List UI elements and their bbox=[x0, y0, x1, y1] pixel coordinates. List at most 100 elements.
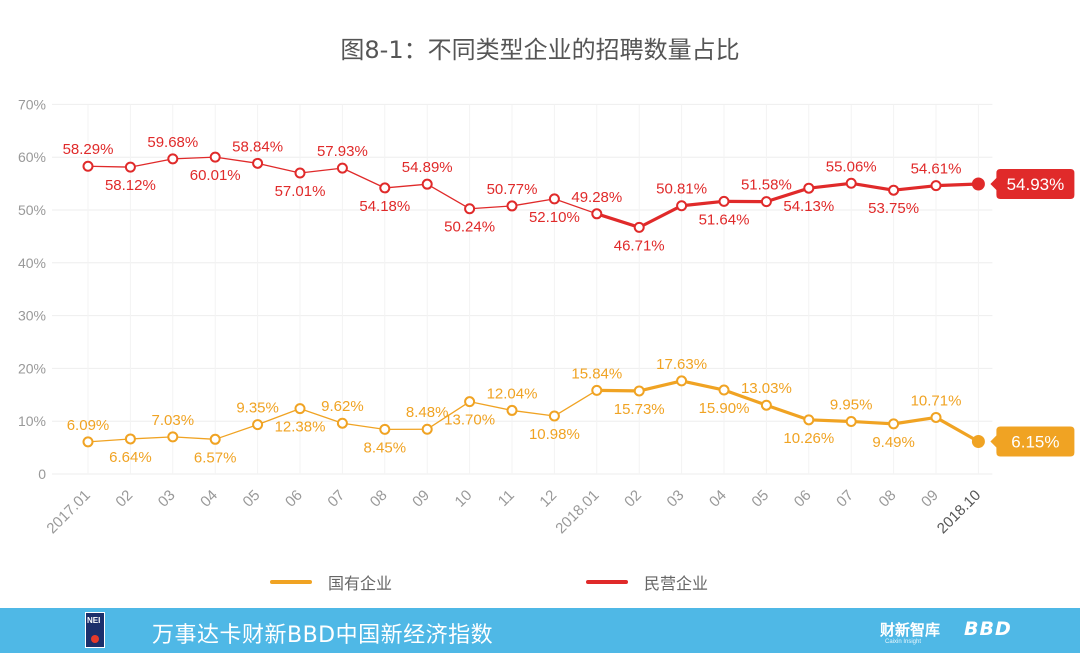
private-value-label: 60.01% bbox=[190, 167, 241, 184]
x-tick-label: 08 bbox=[876, 487, 900, 511]
state-owned-point bbox=[548, 410, 560, 422]
private-value-label: 51.58% bbox=[741, 177, 792, 194]
private-value-label: 51.64% bbox=[699, 211, 750, 228]
state-owned-point bbox=[506, 404, 518, 416]
series-segment bbox=[172, 156, 216, 160]
x-tick-label: 08 bbox=[367, 487, 391, 511]
x-tick-label: 07 bbox=[833, 487, 857, 511]
private-value-label: 49.28% bbox=[571, 189, 622, 206]
state-owned-point bbox=[209, 433, 221, 445]
x-tick-label: 06 bbox=[282, 487, 306, 511]
bbd-logo: BBD bbox=[964, 618, 1012, 640]
y-tick-label: 0 bbox=[38, 466, 46, 482]
x-tick-label: 09 bbox=[918, 487, 942, 511]
private-value-label: 54.89% bbox=[402, 159, 453, 176]
private-point bbox=[930, 180, 942, 192]
state-owned-point bbox=[336, 417, 348, 429]
series-segment bbox=[553, 389, 598, 417]
private-point bbox=[294, 167, 306, 179]
series-segment bbox=[468, 205, 513, 210]
series-segment bbox=[595, 212, 641, 229]
private-value-label: 54.13% bbox=[783, 198, 834, 215]
state-owned-value-label: 6.57% bbox=[194, 449, 237, 466]
state-owned-value-label: 10.98% bbox=[529, 426, 580, 443]
series-segment bbox=[426, 183, 471, 210]
state-owned-point bbox=[676, 375, 688, 387]
series-segment bbox=[934, 182, 981, 188]
private-value-label: 58.84% bbox=[232, 138, 283, 155]
series-segment bbox=[722, 388, 769, 407]
private-point bbox=[82, 160, 94, 172]
x-tick-label: 05 bbox=[240, 487, 264, 511]
private-point bbox=[421, 178, 433, 190]
x-tick-label: 04 bbox=[197, 487, 221, 511]
series-segment bbox=[764, 403, 811, 422]
y-tick-label: 40% bbox=[18, 255, 46, 271]
series-segment bbox=[214, 156, 259, 164]
state-owned-point bbox=[464, 396, 476, 408]
series-segment bbox=[891, 415, 938, 426]
state-owned-value-label: 9.62% bbox=[321, 398, 364, 415]
nei-logo-text: NEI bbox=[87, 616, 101, 625]
private-point bbox=[760, 196, 772, 208]
x-tick-label: 02 bbox=[621, 487, 645, 511]
series-segment bbox=[256, 407, 301, 426]
state-owned-value-label: 10.26% bbox=[783, 430, 834, 447]
x-tick-label: 03 bbox=[664, 487, 688, 511]
private-value-label: 54.18% bbox=[359, 198, 410, 215]
series-segment bbox=[468, 401, 513, 412]
series-layer bbox=[82, 151, 985, 449]
state-owned-point bbox=[82, 436, 94, 448]
legend-label-state-owned: 国有企业 bbox=[328, 574, 393, 593]
private-value-label: 57.01% bbox=[275, 183, 326, 200]
legend-item-private[interactable]: 民营企业 bbox=[586, 570, 708, 594]
private-point bbox=[548, 193, 560, 205]
y-tick-label: 50% bbox=[18, 202, 46, 218]
series-segment bbox=[299, 167, 344, 174]
private-point bbox=[124, 161, 136, 173]
x-tick-label: 2018.10 bbox=[934, 487, 984, 537]
state-owned-value-label: 13.03% bbox=[741, 380, 792, 397]
state-owned-value-label: 15.73% bbox=[614, 401, 665, 418]
nei-logo: NEI bbox=[85, 612, 105, 648]
series-segment bbox=[807, 418, 853, 424]
legend-item-state-owned[interactable]: 国有企业 bbox=[270, 570, 392, 594]
series-segment bbox=[807, 181, 853, 190]
state-owned-value-label: 15.84% bbox=[571, 365, 622, 382]
state-owned-point bbox=[633, 385, 645, 397]
private-point bbox=[718, 195, 730, 207]
state-owned-point bbox=[845, 415, 857, 427]
series-segment bbox=[891, 184, 938, 192]
private-value-label: 59.68% bbox=[147, 134, 198, 151]
private-point bbox=[336, 162, 348, 174]
state-owned-value-label: 10.71% bbox=[911, 392, 962, 409]
series-segment bbox=[384, 183, 428, 189]
series-segment bbox=[341, 167, 386, 189]
private-value-label: 57.93% bbox=[317, 143, 368, 160]
state-owned-value-label: 12.04% bbox=[487, 385, 538, 402]
state-owned-point bbox=[379, 423, 391, 435]
private-value-label: 58.29% bbox=[63, 141, 114, 158]
x-tick-label: 06 bbox=[791, 487, 815, 511]
footer-title: 万事达卡财新BBD中国新经济指数 bbox=[152, 623, 494, 648]
state-owned-value-label: 9.49% bbox=[872, 434, 915, 451]
series-segment bbox=[426, 401, 471, 430]
private-value-label: 55.06% bbox=[826, 158, 877, 175]
x-tick-label: 12 bbox=[536, 487, 560, 511]
series-segment bbox=[849, 181, 896, 192]
y-tick-label: 10% bbox=[18, 413, 46, 429]
private-value-label: 54.61% bbox=[911, 161, 962, 178]
state-owned-value-label: 8.45% bbox=[364, 439, 407, 456]
state-owned-point bbox=[294, 403, 306, 415]
x-tick-label: 04 bbox=[706, 487, 730, 511]
series-segment bbox=[511, 409, 556, 417]
y-tick-label: 20% bbox=[18, 360, 46, 376]
caixin-insight-subtitle: Caixin Insight bbox=[885, 639, 922, 645]
state-owned-value-label: 17.63% bbox=[656, 356, 707, 373]
state-owned-value-label: 6.64% bbox=[109, 449, 152, 466]
series-segment bbox=[172, 436, 216, 440]
latest-value-label: 54.93% bbox=[1007, 175, 1065, 194]
state-owned-point bbox=[718, 384, 730, 396]
private-point bbox=[591, 208, 603, 220]
state-owned-value-label: 13.70% bbox=[444, 412, 495, 429]
